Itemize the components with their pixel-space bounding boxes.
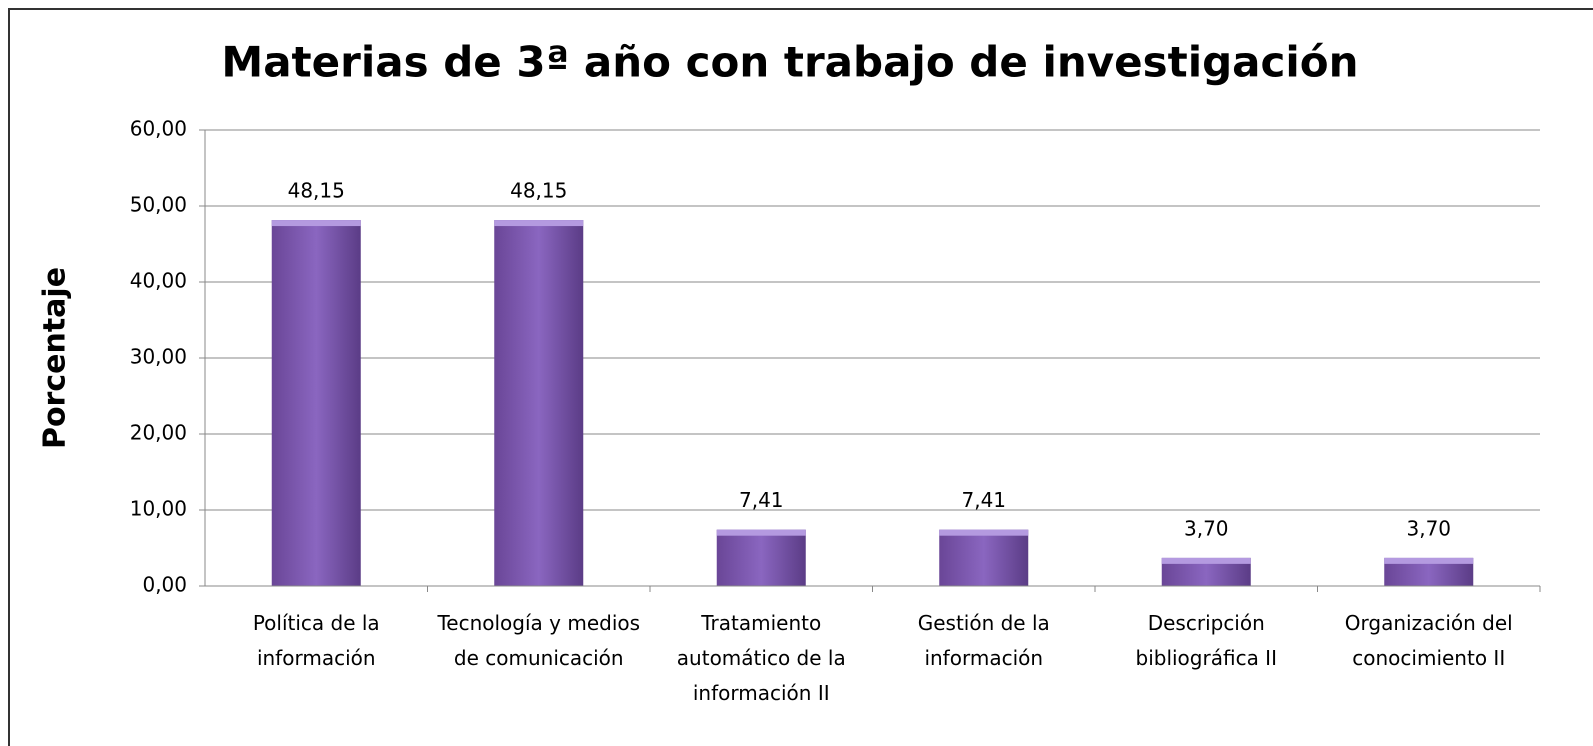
value-label: 7,41 xyxy=(739,488,784,512)
value-label: 3,70 xyxy=(1184,516,1229,540)
y-tick-label: 30,00 xyxy=(130,345,187,369)
bar-cap xyxy=(939,529,1029,536)
y-tick-label: 40,00 xyxy=(130,269,187,293)
x-tick-label: Gestión de la información xyxy=(917,611,1050,670)
bar xyxy=(494,220,584,586)
value-label: 48,15 xyxy=(288,179,345,203)
value-label: 3,70 xyxy=(1406,516,1451,540)
bar-cap xyxy=(271,220,361,227)
bar xyxy=(939,529,1029,586)
x-tick-label: Tratamiento automático de la información… xyxy=(676,611,846,705)
y-tick-label: 20,00 xyxy=(130,421,187,445)
x-tick-label: Organización del conocimiento II xyxy=(1344,611,1513,670)
value-label: 7,41 xyxy=(961,488,1006,512)
x-tick-label: Tecnología y medios de comunicación xyxy=(437,611,641,670)
x-tick-label: Descripción bibliográfica II xyxy=(1135,611,1277,670)
y-tick-label: 60,00 xyxy=(130,117,187,141)
y-axis-title: Porcentaje xyxy=(38,267,73,449)
bar xyxy=(271,220,361,586)
bar-cap xyxy=(716,529,806,536)
bar xyxy=(716,529,806,586)
value-label: 48,15 xyxy=(510,179,567,203)
bar-cap xyxy=(494,220,584,227)
bar-cap xyxy=(1161,557,1251,564)
bar-cap xyxy=(1384,557,1474,564)
y-tick-label: 50,00 xyxy=(130,193,187,217)
y-tick-label: 0,00 xyxy=(142,573,187,597)
chart-border xyxy=(8,8,1593,746)
chart-title: Materias de 3ª año con trabajo de invest… xyxy=(221,38,1358,87)
y-tick-label: 10,00 xyxy=(130,497,187,521)
x-tick-label: Política de la información xyxy=(252,611,380,670)
